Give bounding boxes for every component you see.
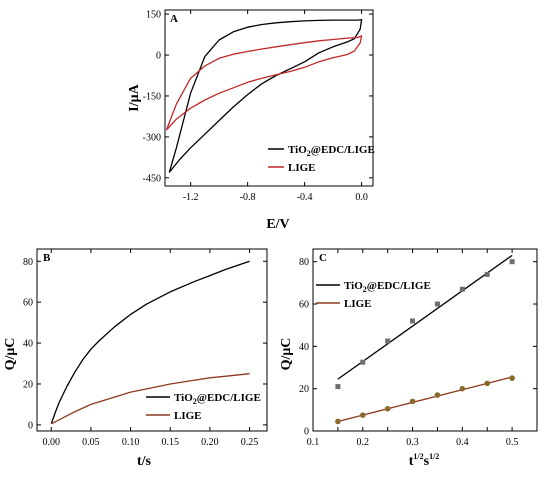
y-axis-label: I/μA [127, 83, 142, 111]
x-axis-label: t1/2s1/2 [409, 452, 440, 469]
y-tick-label: 150 [146, 10, 161, 21]
data-point-tio2-edc-lige [385, 338, 391, 344]
legend-label-tio2-edc-lige: TiO2@EDC/LIGE [288, 144, 375, 158]
data-point-tio2-edc-lige [459, 286, 465, 292]
y-tick-label: 80 [299, 257, 309, 268]
panel-label-B: B [43, 252, 51, 264]
y-axis-label: Q/μC [3, 338, 18, 371]
x-tick-label: -0.8 [240, 192, 256, 203]
y-tick-label: 0 [28, 420, 33, 431]
y-tick-label: 60 [299, 300, 309, 311]
y-tick-label: 0 [156, 51, 161, 62]
fit-line-tio2-edc-lige [337, 254, 513, 380]
legend-label-tio2-edc-lige: TiO2@EDC/LIGE [174, 392, 261, 406]
y-tick-label: -300 [143, 132, 161, 143]
legend-label-lige: LIGE [174, 410, 202, 422]
data-point-lige [509, 375, 515, 381]
x-tick-label: -1.2 [183, 192, 199, 203]
x-tick-label: 0.10 [122, 437, 140, 448]
x-axis-label: t/s [137, 454, 152, 469]
y-tick-label: 20 [299, 384, 309, 395]
fit-line-lige [337, 376, 513, 423]
panel-label-A: A [170, 13, 178, 25]
y-tick-label: -450 [143, 173, 161, 184]
x-tick-label: 0.15 [161, 437, 179, 448]
panel-C-frame [312, 248, 538, 432]
x-tick-label: 0.00 [43, 437, 61, 448]
data-point-lige [434, 392, 441, 398]
x-tick-label: 0.2 [357, 437, 370, 448]
x-tick-label: 0.20 [201, 437, 219, 448]
panel-B-frame [36, 248, 268, 432]
y-tick-label: 40 [299, 342, 309, 353]
series-line-tio2-edc-lige [50, 260, 250, 425]
data-point-lige [359, 412, 366, 418]
y-tick-label: 0 [304, 427, 309, 438]
x-tick-label: 0.05 [82, 437, 100, 448]
data-point-tio2-edc-lige [410, 318, 416, 324]
legend-label-lige: LIGE [288, 162, 316, 174]
data-point-tio2-edc-lige [509, 259, 515, 265]
data-point-lige [384, 405, 391, 412]
x-tick-label: 0.5 [506, 437, 519, 448]
x-tick-label: 0.0 [355, 192, 368, 203]
data-point-tio2-edc-lige [434, 301, 440, 307]
y-tick-label: 40 [23, 339, 33, 350]
x-tick-label: 0.4 [456, 437, 469, 448]
y-tick-label: 80 [23, 257, 33, 268]
data-point-tio2-edc-lige [484, 271, 490, 277]
panel-A-frame [164, 9, 374, 187]
legend-label-lige: LIGE [344, 298, 372, 310]
series-line-tio2-edc-lige [168, 18, 363, 173]
panel-label-C: C [319, 252, 327, 264]
legend-label-tio2-edc-lige: TiO2@EDC/LIGE [344, 280, 431, 294]
x-tick-label: 0.3 [406, 437, 419, 448]
data-point-lige [335, 418, 341, 425]
x-tick-label: 0.25 [241, 437, 259, 448]
y-tick-label: 20 [23, 379, 33, 390]
data-point-lige [459, 385, 466, 392]
y-tick-label: -150 [143, 91, 161, 102]
x-tick-label: -0.4 [297, 192, 313, 203]
x-tick-label: 0.1 [307, 437, 320, 448]
y-axis-label: Q/μC [279, 338, 294, 371]
data-point-tio2-edc-lige [360, 359, 366, 365]
x-axis-label: E/V [266, 217, 289, 232]
data-point-lige [409, 398, 416, 405]
data-point-tio2-edc-lige [335, 384, 341, 390]
data-point-lige [484, 380, 491, 387]
series-line-lige [51, 373, 250, 425]
series-line-lige [165, 35, 363, 131]
y-tick-label: 60 [23, 298, 33, 309]
